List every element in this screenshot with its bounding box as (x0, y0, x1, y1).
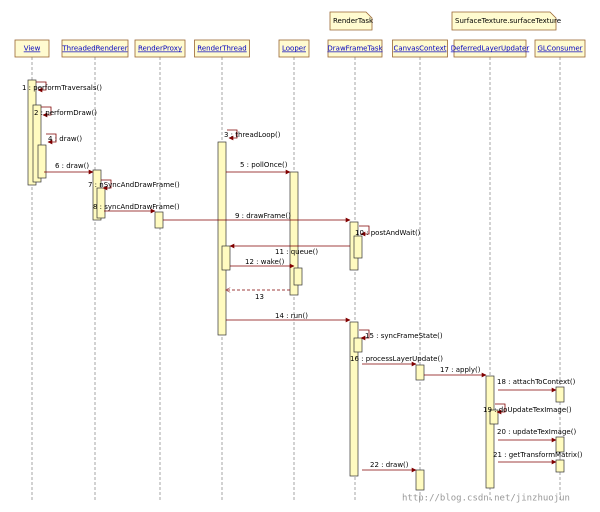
message-label: 18 : attachToContext() (497, 378, 576, 386)
message-label: 8 : syncAndDrawFrame() (93, 203, 180, 211)
activation-bar (217, 141, 227, 336)
lifeline-header (534, 39, 586, 58)
activation-bar (555, 386, 565, 403)
message-label: 16 : processLayerUpdate() (350, 355, 443, 363)
message-arrow (495, 403, 506, 415)
activation-bar (293, 267, 303, 286)
message-label: 6 : draw() (55, 162, 89, 170)
activation-bar (415, 469, 425, 491)
message-label: 22 : draw() (370, 461, 409, 469)
message-label: 14 : run() (275, 312, 308, 320)
message-arrow (359, 329, 370, 341)
activation-bar (37, 144, 47, 179)
lifeline-label: RenderProxy (138, 45, 182, 53)
message-label: 2 : performDraw() (34, 109, 97, 117)
message-arrow (46, 133, 57, 145)
activation-bar (349, 321, 359, 477)
lifeline-label: RenderThread (197, 45, 246, 53)
lifeline-header (61, 39, 129, 58)
lifeline-header (392, 39, 448, 58)
message-label: 17 : apply() (440, 366, 481, 374)
note-label: SurfaceTexture.surfaceTexture (455, 17, 561, 25)
lifeline-header (194, 39, 250, 58)
lifeline-header (327, 39, 383, 58)
activation-bar (289, 171, 299, 296)
lifeline-label: CanvasContext (393, 45, 446, 53)
message-label: 20 : updateTexImage() (497, 428, 576, 436)
note-box (329, 11, 373, 31)
message-label: 5 : pollOnce() (240, 161, 288, 169)
message-label: 7 : nSyncAndDrawFrame() (88, 181, 180, 189)
lifeline-label: ThreadedRenderer (61, 45, 127, 53)
watermark: http://blog.csdn.net/jinzhuojun (402, 494, 570, 504)
message-label: 12 : wake() (245, 258, 285, 266)
message-label: 13 (255, 293, 264, 301)
message-label: 10 : postAndWait() (355, 229, 421, 237)
lifeline-label: DrawFrameTask (327, 45, 383, 53)
message-label: 3 : threadLoop() (224, 131, 281, 139)
lifeline-header (453, 39, 527, 58)
message-arrow (227, 129, 238, 141)
activation-bar (221, 245, 231, 271)
message-label: 15 : syncFrameState() (365, 332, 443, 340)
message-label: 4 : draw() (48, 135, 82, 143)
activation-bar (154, 211, 164, 229)
activation-bar (555, 436, 565, 453)
lifeline-header (278, 39, 310, 58)
note-box (451, 11, 557, 31)
activation-bar (353, 337, 363, 353)
lifeline-label: GLConsumer (537, 45, 582, 53)
message-label: 21 : getTransformMatrix() (493, 451, 583, 459)
message-arrow (36, 81, 47, 93)
lifeline-label: DeferredLayerUpdater (451, 45, 530, 53)
message-arrow (359, 225, 370, 237)
message-arrow (41, 106, 52, 118)
message-arrow (101, 179, 112, 191)
activation-bar (555, 459, 565, 473)
message-label: 19 : doUpdateTexImage() (483, 406, 572, 414)
lifeline-label: Looper (282, 45, 306, 53)
lifeline-label: View (24, 45, 41, 53)
note-label: RenderTask (333, 17, 374, 25)
message-label: 1 : performTraversals() (22, 84, 102, 92)
activation-bar (415, 364, 425, 381)
lifeline-header (14, 39, 50, 58)
activation-bar (353, 235, 363, 259)
activation-bar (489, 409, 499, 425)
message-label: 9 : drawFrame() (235, 212, 291, 220)
activation-bar (485, 375, 495, 489)
activation-bar (32, 104, 42, 183)
message-label: 11 : queue() (275, 248, 318, 256)
activation-bar (96, 187, 106, 219)
lifeline-header (134, 39, 186, 58)
